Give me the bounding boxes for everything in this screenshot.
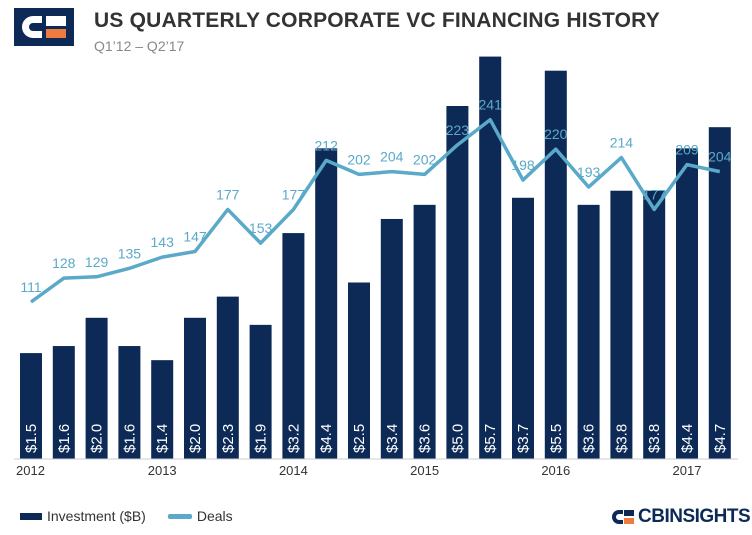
- deals-value-label: 209: [675, 142, 699, 158]
- brand-logo: CBINSIGHTS: [612, 506, 751, 528]
- brand-name: CBINSIGHTS: [638, 506, 751, 527]
- bar-value-label: $3.8: [646, 424, 663, 453]
- deals-value-label: 135: [118, 245, 142, 261]
- deals-value-label: 177: [643, 186, 667, 202]
- bar-value-label: $3.8: [613, 424, 630, 453]
- deals-value-label: 204: [380, 149, 404, 165]
- investment-bar: [315, 148, 338, 460]
- investment-bar: [643, 190, 666, 459]
- legend-label-deals: Deals: [196, 508, 233, 524]
- x-tick-label: 2015: [410, 463, 439, 478]
- deals-value-label: 198: [511, 157, 535, 173]
- deals-value-label: 153: [249, 220, 273, 236]
- deals-value-label: 220: [544, 126, 568, 142]
- deals-value-label: 214: [610, 135, 634, 151]
- legend-swatch-bar: [20, 512, 42, 520]
- bar-value-label: $1.9: [253, 424, 270, 453]
- investment-bar: [610, 190, 633, 459]
- bar-value-label: $2.3: [220, 424, 237, 453]
- investment-bar: [184, 317, 206, 459]
- investment-bar: [249, 324, 272, 459]
- bar-value-label: $3.6: [581, 424, 598, 453]
- bar-value-label: $5.0: [449, 424, 466, 453]
- investment-bar: [151, 360, 174, 459]
- deals-value-label: 177: [282, 186, 306, 202]
- legend-item-deals: Deals: [167, 508, 233, 524]
- chart-title: US QUARTERLY CORPORATE VC FINANCING HIST…: [94, 9, 660, 32]
- legend: Investment ($B) Deals: [20, 508, 255, 524]
- legend-label-investment: Investment ($B): [47, 508, 146, 524]
- investment-bar: [479, 56, 502, 459]
- investment-bar: [348, 282, 370, 459]
- investment-bar: [708, 127, 731, 460]
- deals-value-label: 129: [85, 254, 109, 270]
- bar-value-label: $4.4: [679, 424, 696, 453]
- x-tick-label: 2013: [148, 463, 177, 478]
- deals-value-label: 111: [20, 279, 41, 295]
- investment-bar: [85, 317, 108, 459]
- bar-value-label: $1.5: [23, 424, 40, 453]
- investment-bar: [20, 353, 42, 459]
- deals-value-label: 177: [216, 186, 240, 202]
- deals-value-label: 143: [151, 234, 175, 250]
- x-tick-label: 2017: [673, 463, 702, 478]
- deals-value-label: 202: [347, 151, 371, 167]
- deals-value-label: 128: [52, 255, 76, 271]
- bar-value-label: $3.6: [417, 424, 434, 453]
- investment-bar: [216, 296, 239, 459]
- bar-value-label: $3.7: [515, 424, 532, 453]
- deals-value-label: 241: [479, 97, 503, 113]
- deals-value-label: 204: [708, 149, 732, 165]
- deals-value-label: 202: [413, 151, 437, 167]
- bar-value-label: $3.4: [384, 424, 401, 453]
- bar-value-label: $1.4: [154, 424, 171, 453]
- legend-swatch-line: [167, 513, 192, 519]
- chart-subtitle: Q1’12 – Q2’17: [94, 38, 185, 54]
- investment-bar: [380, 218, 403, 459]
- investment-bar: [282, 233, 305, 459]
- deals-value-label: 147: [183, 229, 207, 245]
- deals-value-label: 223: [446, 122, 470, 138]
- bar-value-label: $1.6: [121, 424, 138, 453]
- legend-item-investment: Investment ($B): [20, 508, 146, 524]
- investment-bar: [512, 197, 534, 459]
- bar-value-label: $5.7: [482, 424, 499, 453]
- bar-value-label: $2.0: [187, 424, 204, 453]
- bar-value-label: $4.4: [318, 424, 335, 453]
- bar-value-label: $1.6: [56, 424, 73, 453]
- deals-value-label: 212: [315, 137, 339, 153]
- investment-bar: [118, 346, 141, 459]
- x-tick-label: 2012: [16, 463, 45, 478]
- bar-value-label: $5.5: [548, 424, 565, 453]
- deals-series-line: [29, 117, 721, 304]
- investment-bar: [676, 148, 698, 460]
- bar-value-label: $2.5: [351, 424, 368, 453]
- bar-value-label: $3.2: [285, 424, 302, 453]
- bar-value-label: $2.0: [89, 424, 106, 453]
- cb-insights-mark-icon: [612, 510, 634, 524]
- investment-bar: [446, 106, 469, 459]
- investment-bar: [413, 204, 436, 459]
- x-tick-label: 2016: [541, 463, 570, 478]
- deals-value-label: 193: [577, 164, 601, 180]
- investment-bar: [577, 204, 600, 459]
- investment-bar: [544, 70, 567, 459]
- x-tick-label: 2014: [279, 463, 308, 478]
- investment-bar: [52, 346, 75, 459]
- bar-value-label: $4.7: [712, 424, 729, 453]
- cb-insights-logo-icon: [14, 8, 74, 46]
